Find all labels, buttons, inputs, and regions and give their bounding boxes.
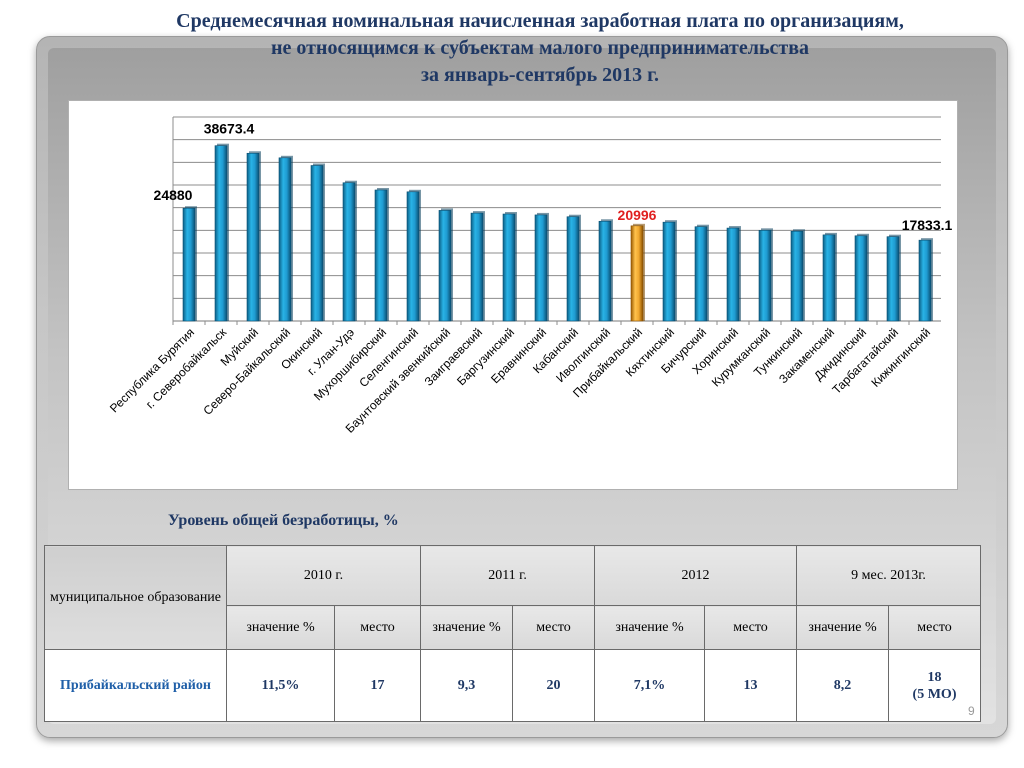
header-year-2012: 2012	[594, 545, 798, 606]
cell-place-2011: 20	[512, 649, 596, 722]
table-row: Прибайкальский район 11,5% 17 9,3 20 7,1…	[44, 649, 982, 722]
page-number: 9	[968, 704, 975, 718]
bar-1	[182, 207, 196, 322]
table-header-row-metrics: значение % место значение % место значен…	[45, 605, 982, 650]
title-line-1: Среднемесячная номинальная начисленная з…	[176, 10, 904, 32]
header-value: значение %	[594, 605, 706, 650]
cell-place-2010: 17	[333, 649, 422, 722]
bar-4	[278, 157, 292, 322]
header-place: место	[704, 605, 798, 650]
data-label: 20996	[618, 207, 657, 223]
header-value: значение %	[420, 605, 514, 650]
bar-14	[598, 220, 612, 322]
bar-2	[214, 145, 228, 322]
row-municipality-name: Прибайкальский район	[44, 649, 227, 722]
cell-place-2013-value: 18	[927, 669, 942, 685]
bar-21	[822, 234, 836, 322]
title-line-3: за январь-сентябрь 2013 г.	[421, 64, 659, 86]
bar-3	[246, 152, 260, 322]
header-place: место	[888, 605, 982, 650]
bar-7	[374, 189, 388, 322]
cell-value-2013: 8,2	[796, 649, 890, 722]
data-label: 38673.4	[204, 121, 255, 137]
bar-8	[406, 191, 420, 322]
salary-chart: Республика Бурятия 24880 г. Северобайкальс…	[68, 100, 958, 490]
header-year-2013: 9 мес. 2013г.	[796, 545, 982, 606]
header-place: место	[512, 605, 596, 650]
bar-10	[470, 212, 484, 322]
table-header-row-years: муниципальное образование 2010 г. 2011 г…	[44, 545, 982, 650]
header-municipality: муниципальное образование	[44, 545, 227, 650]
unemployment-table: муниципальное образование 2010 г. 2011 г…	[44, 545, 982, 722]
bar-22	[854, 235, 868, 322]
data-label: 24880	[154, 187, 193, 203]
cell-place-2013: 18 (5 МО)	[888, 649, 982, 722]
bar-11	[502, 213, 516, 322]
slide-title: Среднемесячная номинальная начисленная з…	[40, 8, 1024, 89]
header-value: значение %	[796, 605, 890, 650]
title-line-2: не относящимся к субъектам малого предпр…	[270, 37, 810, 59]
cell-value-2010: 11,5%	[226, 649, 335, 722]
bar-18	[726, 227, 740, 322]
bar-17	[694, 226, 708, 322]
bar-9	[438, 210, 452, 322]
cell-value-2011: 9,3	[420, 649, 514, 722]
header-year-2010: 2010 г.	[225, 545, 422, 606]
bar-19	[758, 230, 772, 322]
bar-16	[662, 221, 676, 322]
cell-place-2013-note: (5 МО)	[912, 686, 957, 702]
header-year-2011: 2011 г.	[420, 545, 596, 606]
cell-value-2012: 7,1%	[594, 649, 706, 722]
data-label: 17833.1	[902, 217, 953, 233]
header-value: значение %	[226, 605, 335, 650]
bar-15	[630, 225, 644, 322]
cell-place-2012: 13	[704, 649, 798, 722]
bar-24	[918, 239, 932, 322]
bar-5	[310, 165, 324, 322]
unemployment-subtitle: Уровень общей безработицы, %	[168, 512, 399, 529]
bar-23	[886, 236, 900, 322]
bar-20	[790, 230, 804, 322]
header-place: место	[333, 605, 422, 650]
bar-12	[534, 214, 548, 322]
bar-13	[566, 216, 580, 322]
bar-6	[342, 182, 356, 322]
